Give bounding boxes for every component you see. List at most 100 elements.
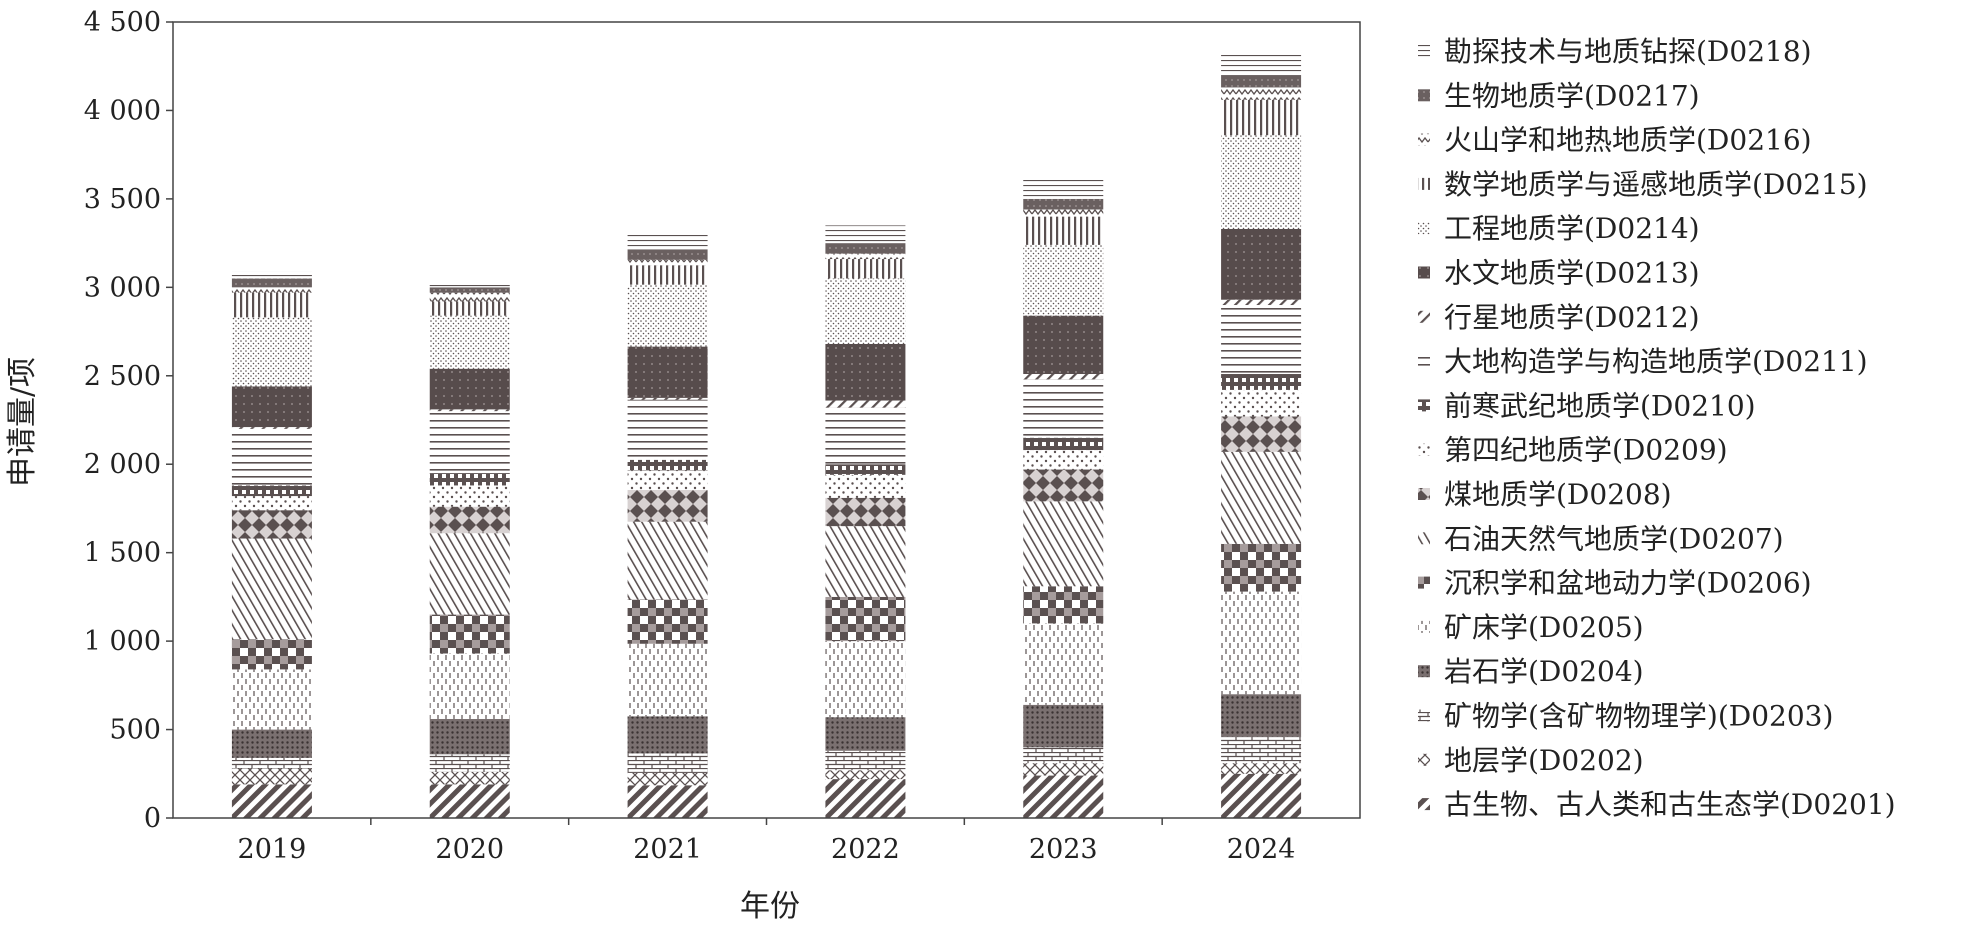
- legend: 勘探技术与地质钻探(D0218) 生物地质学(D0217) 火山学和地热地质学(D0…: [1418, 35, 1896, 821]
- legend-swatch: [1418, 532, 1430, 545]
- bar-segment: [825, 750, 906, 771]
- bar-segment: [1221, 299, 1302, 306]
- bar-segment: [1221, 451, 1302, 544]
- bar-segment: [627, 284, 708, 347]
- bar-segment: [825, 464, 906, 475]
- bar-segment: [1221, 591, 1302, 695]
- bar-segment: [1023, 379, 1104, 438]
- bar-segment: [1023, 374, 1104, 380]
- legend-swatch: [1418, 620, 1430, 633]
- bar-segment: [1023, 704, 1104, 748]
- bar-segment: [429, 411, 510, 474]
- y-tick-label: 1 500: [84, 538, 161, 569]
- plot-area: [231, 52, 1302, 818]
- bar-segment: [1221, 763, 1302, 774]
- bar-segment: [1023, 209, 1104, 217]
- bar-segment: [1023, 437, 1104, 451]
- bar-segment: [1221, 52, 1302, 76]
- bar-segment: [627, 489, 708, 522]
- legend-label: 火山学和地热地质学(D0216): [1444, 124, 1812, 157]
- bar-segment: [627, 259, 708, 266]
- bar-segment: [231, 485, 312, 497]
- legend-label: 岩石学(D0204): [1444, 655, 1644, 688]
- bar-segment: [627, 249, 708, 260]
- bar-segment: [231, 317, 312, 387]
- x-tick-label: 2022: [831, 834, 900, 865]
- legend-swatch: [1418, 355, 1430, 368]
- bar-segment: [825, 400, 906, 408]
- bar-segment: [231, 287, 312, 293]
- y-tick-label: 0: [144, 803, 161, 834]
- bar-segment: [429, 533, 510, 615]
- bar-segment: [429, 292, 510, 302]
- legend-swatch: [1418, 488, 1430, 500]
- bar-segment: [627, 346, 708, 398]
- bar-segment: [231, 292, 312, 318]
- bar-segment: [231, 639, 312, 670]
- legend-swatch: [1418, 709, 1430, 722]
- bar-segment: [429, 754, 510, 773]
- bar-segment: [429, 772, 510, 785]
- bar-segment: [1221, 773, 1302, 818]
- bar-segment: [429, 301, 510, 316]
- bar-segment: [231, 386, 312, 428]
- y-tick-label: 2 000: [84, 449, 161, 480]
- x-axis-title: 年份: [740, 889, 800, 924]
- legend-label: 地层学(D0202): [1444, 744, 1644, 777]
- legend-swatch: [1418, 266, 1430, 279]
- bar-segment: [1023, 450, 1104, 470]
- legend-swatch: [1418, 665, 1430, 678]
- legend-label: 数学地质学与遥感地质学(D0215): [1444, 168, 1868, 201]
- bar-segment: [1023, 586, 1104, 624]
- bar-segment: [825, 779, 906, 818]
- y-tick-label: 500: [109, 715, 161, 746]
- bar-segment: [1221, 543, 1302, 592]
- bar-segment: [825, 225, 906, 244]
- bar-segment: [1023, 469, 1104, 502]
- axes: 0 500 1 000 1 500 2 000 2 500 3 000 3 500 4 000 4…: [84, 7, 1361, 865]
- bar-segment: [1221, 228, 1302, 300]
- x-tick-label: 2021: [633, 834, 702, 865]
- legend-swatch: [1418, 177, 1430, 190]
- bar-segment: [1023, 244, 1104, 316]
- legend-label: 煤地质学(D0208): [1444, 478, 1672, 511]
- bar-segment: [1221, 135, 1302, 229]
- bar-segment: [1023, 501, 1104, 587]
- bar-segment: [825, 770, 906, 780]
- bar-segment: [825, 596, 906, 642]
- bar-segment: [627, 716, 708, 754]
- bar-segment: [231, 496, 312, 511]
- bar-segment: [1221, 389, 1302, 417]
- legend-swatch: [1418, 753, 1430, 766]
- legend-label: 大地构造学与构造地质学(D0211): [1444, 345, 1868, 378]
- y-tick-label: 1 000: [84, 626, 161, 657]
- legend-swatch: [1418, 89, 1430, 102]
- legend-label: 第四纪地质学(D0209): [1444, 434, 1728, 467]
- bar-segment: [825, 259, 906, 279]
- legend-swatch: [1418, 45, 1430, 57]
- legend-swatch: [1418, 133, 1430, 146]
- legend-swatch: [1418, 399, 1430, 412]
- bar-segment: [1023, 315, 1104, 375]
- bar-segment: [429, 485, 510, 507]
- bar-segment: [825, 407, 906, 465]
- bar-segment: [1023, 179, 1104, 199]
- bar-segment: [429, 473, 510, 486]
- bar-segment: [231, 510, 312, 539]
- bar-segment: [1221, 694, 1302, 737]
- bar-segment: [627, 772, 708, 786]
- bar-segment: [231, 768, 312, 785]
- bar-segment: [429, 653, 510, 719]
- bar-segment: [231, 428, 312, 486]
- plot-frame: [172, 21, 1361, 819]
- bar-segment: [825, 641, 906, 718]
- legend-label: 石油天然气地质学(D0207): [1444, 522, 1784, 555]
- legend-label: 水文地质学(D0213): [1444, 257, 1700, 290]
- legend-label: 矿物学(含矿物物理学)(D0203): [1444, 700, 1833, 733]
- bar-segment: [825, 243, 906, 254]
- bar-segment: [825, 474, 906, 498]
- bar-segment: [627, 233, 708, 250]
- legend-label: 勘探技术与地质钻探(D0218): [1444, 35, 1812, 68]
- bar-segment: [1023, 747, 1104, 764]
